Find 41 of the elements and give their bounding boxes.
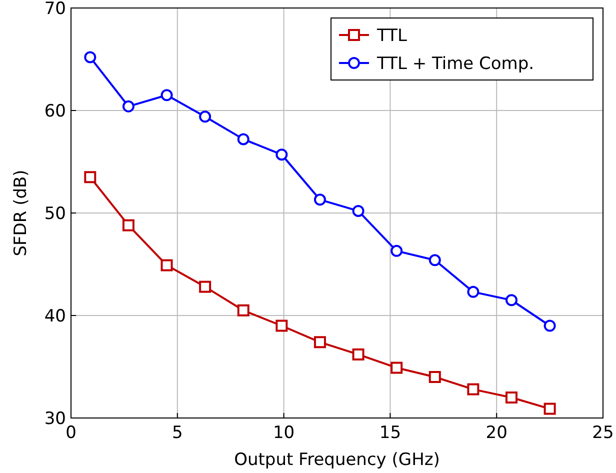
point (352, 348, 364, 360)
x-tick-label: 15 (379, 423, 402, 443)
point (505, 392, 518, 404)
point (352, 204, 364, 217)
x-tick-label: 0 (66, 423, 76, 443)
point (237, 304, 250, 316)
point (160, 259, 173, 272)
y-tick-label: 40 (44, 306, 66, 326)
x-tick-label: 5 (172, 423, 183, 443)
point (276, 320, 288, 332)
y-tick-label: 30 (44, 408, 66, 429)
legend-label: TTL (376, 26, 408, 46)
point (467, 286, 480, 298)
point (390, 362, 403, 374)
x-tick-label: 25 (592, 423, 614, 443)
point (314, 336, 326, 348)
point (122, 100, 134, 112)
point (544, 402, 556, 415)
point (237, 133, 250, 146)
point (544, 320, 556, 332)
point (505, 294, 518, 306)
y-tick-label: 50 (44, 204, 66, 224)
point (428, 254, 441, 266)
point (84, 171, 96, 184)
x-axis-title: Output Frequency (GHz) (234, 450, 440, 470)
point (160, 89, 173, 102)
point (276, 148, 288, 161)
x-tick-label: 20 (486, 423, 508, 443)
point (199, 280, 212, 293)
point (467, 383, 480, 396)
y-tick-label: 60 (44, 101, 66, 122)
point (314, 194, 326, 206)
point (84, 51, 96, 64)
point (122, 219, 134, 232)
point (390, 244, 403, 257)
legend-label: TTL + Time Comp. (376, 54, 534, 74)
point (428, 371, 441, 383)
y-axis-title: SFDR (dB) (11, 170, 31, 256)
point (199, 110, 212, 123)
x-tick-label: 10 (272, 423, 295, 443)
y-tick-label: 70 (44, 0, 66, 19)
